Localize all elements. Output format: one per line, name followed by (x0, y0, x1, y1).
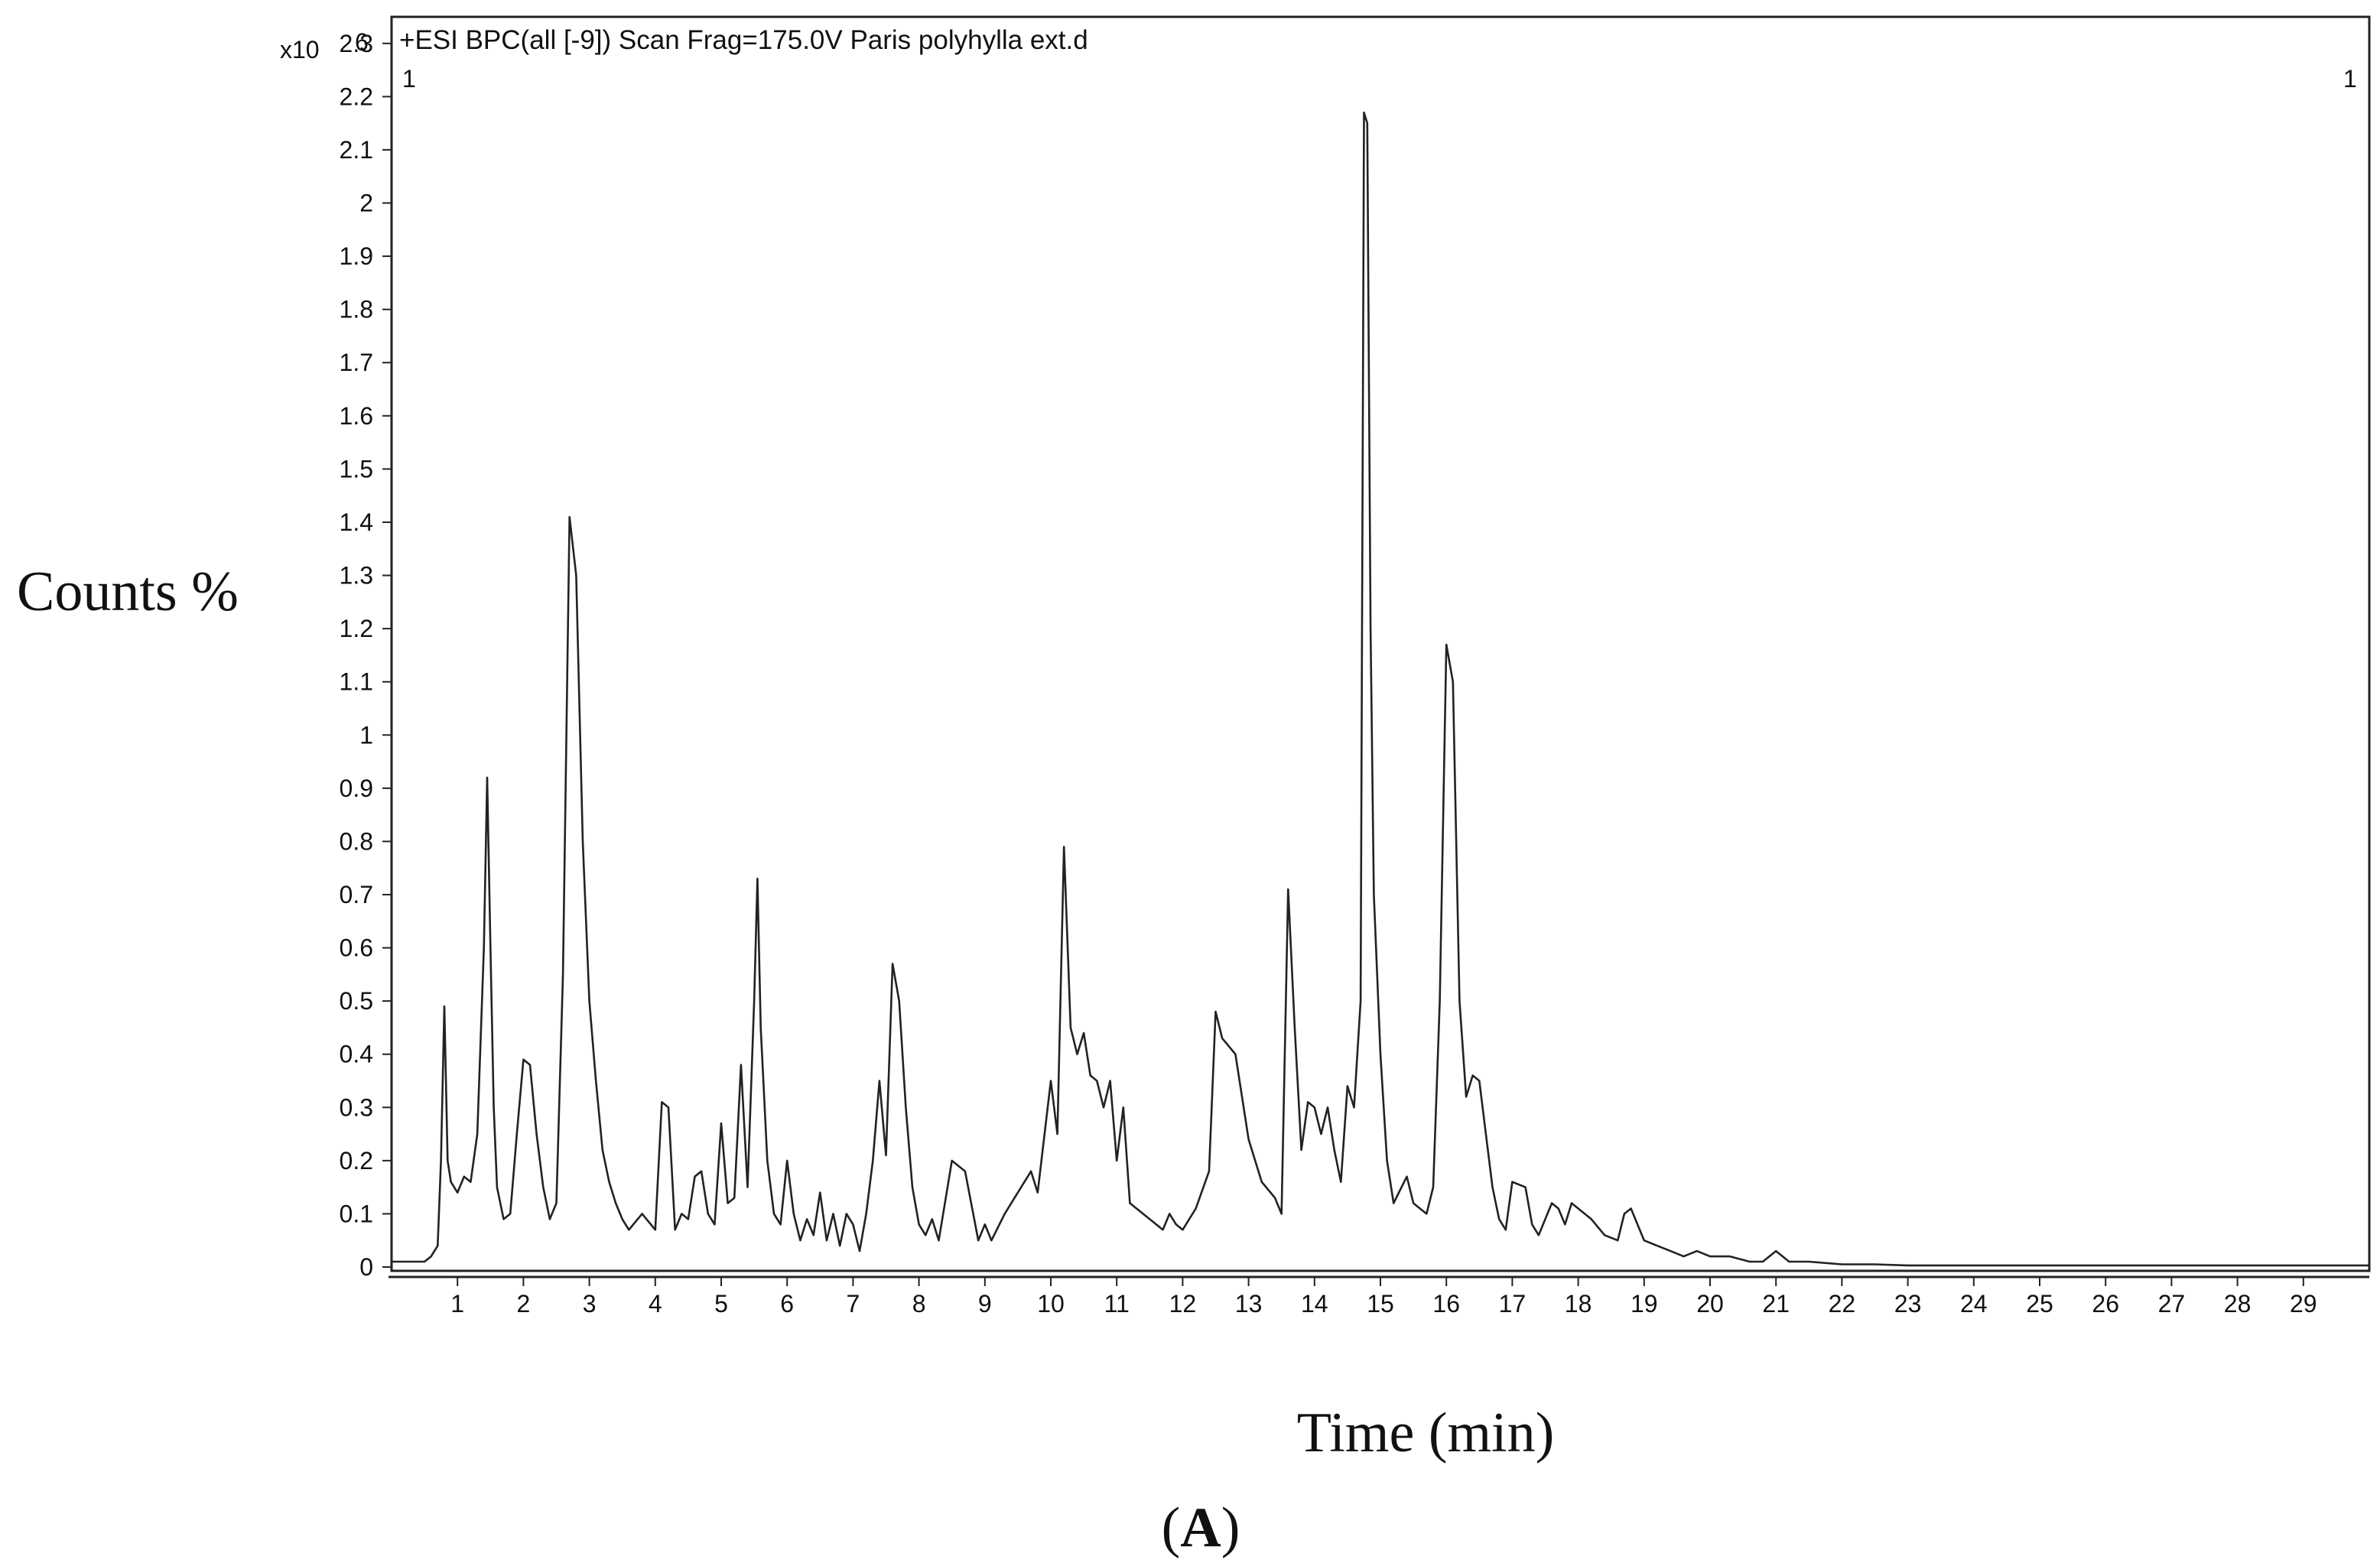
y-tick-label: 2 (359, 190, 373, 217)
x-tick-label: 17 (1499, 1290, 1527, 1317)
x-tick-label: 22 (1829, 1290, 1856, 1317)
y-tick-label: 1.2 (340, 615, 373, 642)
y-tick-label: 0.8 (340, 827, 373, 855)
y-tick-label: 1.8 (340, 296, 373, 323)
y-tick-label: 0.7 (340, 881, 373, 908)
x-tick-label: 19 (1631, 1290, 1658, 1317)
y-tick-label: 0.3 (340, 1093, 373, 1121)
x-tick-label: 4 (649, 1290, 662, 1317)
y-tick-label: 1.4 (340, 508, 373, 536)
x-tick-label: 12 (1169, 1290, 1197, 1317)
x-tick-label: 15 (1367, 1290, 1394, 1317)
x-tick-label: 5 (714, 1290, 728, 1317)
x-tick-label: 11 (1104, 1290, 1130, 1317)
x-tick-label: 25 (2026, 1290, 2053, 1317)
y-tick-label: 0.9 (340, 775, 373, 802)
panel-label: (A) (1162, 1496, 1240, 1559)
y-tick-label: 1.5 (340, 455, 373, 482)
plot-frame (390, 15, 2371, 1272)
x-tick-label: 20 (1696, 1290, 1724, 1317)
y-tick-label: 0.1 (340, 1200, 373, 1227)
x-tick-label: 1 (450, 1290, 464, 1317)
x-axis-ticks: 1 2 3 4 5 6 7 8 9 10 11 12 13 14 15 16 17 18 19 20 21 22 23 24 2… (450, 1277, 2317, 1317)
y-tick-label: 1 (359, 721, 373, 749)
panel-letter: A (1180, 1496, 1221, 1559)
x-tick-label: 26 (2092, 1290, 2119, 1317)
x-tick-label: 14 (1301, 1290, 1328, 1317)
x-tick-label: 6 (780, 1290, 794, 1317)
x-tick-label: 29 (2290, 1290, 2317, 1317)
y-tick-label: 2.1 (340, 136, 373, 164)
x-tick-label: 28 (2224, 1290, 2252, 1317)
x-tick-label: 3 (583, 1290, 597, 1317)
y-tick-label: 0 (359, 1253, 373, 1281)
y-axis-ticks: 0 0.1 0.2 0.3 0.4 0.5 0.6 0.7 0.8 0.9 1 1.1 1.2 1.3 1.… (340, 30, 392, 1281)
x-tick-label: 7 (847, 1290, 860, 1317)
y-tick-label: 2.3 (340, 30, 373, 57)
x-tick-label: 16 (1432, 1290, 1460, 1317)
y-tick-label: 1.7 (340, 349, 373, 376)
scale-factor-label: x10 (280, 36, 320, 63)
x-tick-label: 2 (517, 1290, 531, 1317)
y-tick-label: 1.6 (340, 402, 373, 430)
x-tick-label: 27 (2158, 1290, 2186, 1317)
x-tick-label: 18 (1565, 1290, 1592, 1317)
y-tick-label: 1.3 (340, 562, 373, 590)
y-tick-label: 1.1 (340, 668, 373, 696)
x-tick-label: 21 (1762, 1290, 1790, 1317)
x-tick-label: 24 (1960, 1290, 1988, 1317)
x-tick-label: 23 (1894, 1290, 1922, 1317)
y-tick-label: 0.5 (340, 987, 373, 1015)
x-tick-label: 9 (978, 1290, 992, 1317)
corner-mark-left: 1 (402, 65, 416, 93)
x-tick-label: 8 (912, 1290, 926, 1317)
y-tick-label: 1.9 (340, 242, 373, 270)
x-tick-label: 10 (1037, 1290, 1065, 1317)
x-tick-label: 13 (1235, 1290, 1263, 1317)
y-tick-label: 0.6 (340, 934, 373, 962)
chart-title: +ESI BPC(all [-9]) Scan Frag=175.0V Pari… (399, 25, 1088, 55)
scale-exponent-label: 6 (355, 28, 369, 56)
y-tick-label: 0.4 (340, 1041, 373, 1068)
y-tick-label: 0.2 (340, 1147, 373, 1174)
corner-mark-right: 1 (2343, 65, 2357, 93)
x-axis-title: Time (min) (1297, 1402, 1554, 1464)
y-tick-label: 2.2 (340, 83, 373, 110)
series-line (392, 111, 2369, 1267)
y-axis-title: Counts % (17, 560, 239, 623)
